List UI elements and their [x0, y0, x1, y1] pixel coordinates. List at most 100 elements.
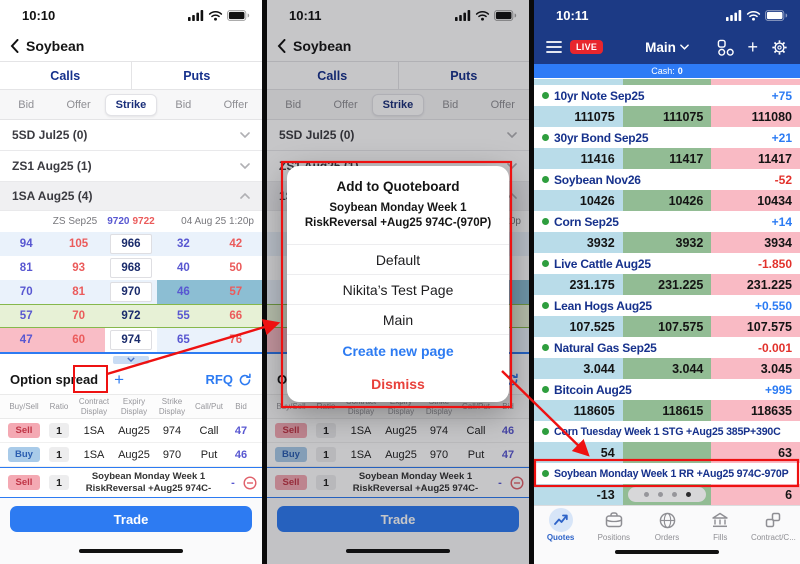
side-badge[interactable]: Buy	[275, 447, 307, 462]
price-cell-selected[interactable]: 46	[157, 280, 210, 304]
ratio-field[interactable]: 1	[316, 447, 336, 462]
price-cell[interactable]: 55	[176, 310, 190, 322]
quote-row[interactable]: Bitcoin Aug25 +995	[534, 379, 800, 400]
bid-cell[interactable]: 107.525	[534, 316, 623, 337]
layout-group-icon[interactable]	[717, 39, 735, 56]
price-cell[interactable]: 66	[229, 310, 243, 322]
refresh-icon[interactable]	[238, 372, 252, 387]
quote-row[interactable]: 10yr Note Sep25 +75	[534, 85, 800, 106]
quote-row-highlighted[interactable]: Soybean Monday Week 1 RR +Aug25 974C-970…	[534, 463, 800, 484]
offer-cell[interactable]: 107.575	[711, 316, 800, 337]
collapse-handle[interactable]	[113, 355, 149, 364]
last-cell[interactable]	[622, 442, 712, 463]
modal-option-main[interactable]: Main	[287, 304, 509, 334]
back-chevron-icon[interactable]	[10, 38, 19, 53]
remove-leg-icon[interactable]	[510, 475, 524, 490]
last-cell[interactable]: 11417	[622, 148, 712, 169]
side-badge[interactable]: Buy	[8, 447, 40, 462]
spread-combo-row[interactable]: Sell 1 Soybean Monday Week 1 RiskReversa…	[267, 467, 529, 498]
last-cell[interactable]: 3.044	[622, 358, 712, 379]
trade-button[interactable]: Trade	[277, 506, 519, 532]
add-spread-button[interactable]: +	[114, 370, 125, 389]
quote-row[interactable]: Soybean Nov26 -52	[534, 169, 800, 190]
price-cell[interactable]: 81	[19, 262, 33, 274]
price-cell[interactable]: 57	[19, 310, 33, 322]
quote-row[interactable]: 30yr Bond Sep25 +21	[534, 127, 800, 148]
offer-cell[interactable]: 3.045	[711, 358, 800, 379]
price-cell[interactable]: 65	[157, 328, 210, 352]
bid-cell[interactable]: 111075	[534, 106, 623, 127]
side-badge[interactable]: Sell	[8, 423, 40, 438]
remove-leg-icon[interactable]	[243, 475, 257, 490]
price-cell-selected[interactable]: 57	[209, 280, 262, 304]
section-zs1-aug25[interactable]: ZS1 Aug25 (1)	[0, 151, 262, 182]
col-strike-selector[interactable]: Strike	[371, 93, 424, 116]
offer-cell[interactable]: 118635	[711, 400, 800, 421]
bid-cell[interactable]: 54	[534, 442, 623, 463]
modal-option-nikitas-test-page[interactable]: Nikita’s Test Page	[287, 274, 509, 304]
side-badge[interactable]: Sell	[275, 423, 307, 438]
add-quote-icon[interactable]: +	[747, 37, 758, 57]
quote-row[interactable]: Corn Tuesday Week 1 STG +Aug25 385P+390C	[534, 421, 800, 442]
tab-quotes[interactable]: Quotes	[534, 508, 587, 546]
last-cell[interactable]: 118615	[622, 400, 712, 421]
create-new-page-button[interactable]: Create new page	[287, 334, 509, 366]
home-indicator[interactable]	[79, 549, 183, 553]
modal-option-default[interactable]: Default	[287, 244, 509, 274]
last-cell[interactable]: 3932	[622, 232, 712, 253]
menu-icon[interactable]	[546, 41, 562, 53]
tab-calls[interactable]: Calls	[317, 68, 348, 83]
bid-cell[interactable]: -13	[534, 484, 623, 505]
quote-row[interactable]: Natural Gas Sep25 -0.001	[534, 337, 800, 358]
offer-cell[interactable]: 3934	[711, 232, 800, 253]
quote-row[interactable]: Live Cattle Aug25 -1.850	[534, 253, 800, 274]
bid-cell[interactable]: 231.175	[534, 274, 623, 295]
quote-row[interactable]: Corn Sep25 +14	[534, 211, 800, 232]
offer-cell[interactable]: 10434	[711, 190, 800, 211]
tab-orders[interactable]: Orders	[640, 509, 693, 546]
quote-row[interactable]: Lean Hogs Aug25 +0.550	[534, 295, 800, 316]
offer-cell[interactable]: 6	[711, 484, 800, 505]
price-cell[interactable]: 94	[19, 238, 33, 250]
last-cell[interactable]: 107.575	[622, 316, 712, 337]
page-dots[interactable]	[628, 487, 706, 502]
last-cell[interactable]: 231.225	[622, 274, 712, 295]
home-indicator[interactable]	[346, 549, 450, 553]
gear-icon[interactable]	[771, 39, 788, 56]
price-cell[interactable]: 76	[209, 328, 262, 352]
price-cell[interactable]: 50	[229, 262, 243, 274]
section-5sd-jul25[interactable]: 5SD Jul25 (0)	[267, 120, 529, 151]
trade-button[interactable]: Trade	[10, 506, 252, 532]
bid-cell[interactable]: 11416	[534, 148, 623, 169]
tab-positions[interactable]: Positions	[587, 509, 640, 546]
tab-fills[interactable]: Fills	[694, 509, 747, 546]
last-cell[interactable]: 10426	[622, 190, 712, 211]
offer-cell[interactable]: 11417	[711, 148, 800, 169]
price-cell[interactable]: 42	[229, 238, 243, 250]
ratio-field[interactable]: 1	[49, 447, 69, 462]
price-cell[interactable]: 32	[176, 238, 190, 250]
tab-puts[interactable]: Puts	[130, 62, 263, 89]
col-strike-selector[interactable]: Strike	[104, 93, 157, 116]
offer-cell[interactable]: 111080	[711, 106, 800, 127]
section-1sa-aug25[interactable]: 1SA Aug25 (4)	[0, 182, 262, 211]
price-cell[interactable]: 93	[72, 262, 85, 274]
last-cell[interactable]: 111075	[622, 106, 712, 127]
price-cell[interactable]: 81	[72, 286, 85, 298]
section-5sd-jul25[interactable]: 5SD Jul25 (0)	[0, 120, 262, 151]
spread-combo-row[interactable]: Sell 1 Soybean Monday Week 1 RiskReversa…	[0, 467, 262, 498]
page-selector[interactable]: Main	[645, 40, 689, 55]
price-cell[interactable]: 40	[176, 262, 190, 274]
back-chevron-icon[interactable]	[277, 38, 286, 53]
rfq-button[interactable]: RFQ	[205, 372, 233, 387]
home-indicator[interactable]	[615, 550, 719, 554]
bid-cell[interactable]: 3932	[534, 232, 623, 253]
tab-puts[interactable]: Puts	[397, 62, 530, 89]
ratio-field[interactable]: 1	[316, 423, 336, 438]
offer-cell[interactable]: 63	[711, 442, 800, 463]
bid-cell[interactable]: 118605	[534, 400, 623, 421]
tab-calls[interactable]: Calls	[50, 68, 81, 83]
price-cell-selected[interactable]: 47	[0, 328, 53, 352]
price-cell-selected[interactable]: 60	[52, 328, 105, 352]
bid-cell[interactable]: 10426	[534, 190, 623, 211]
